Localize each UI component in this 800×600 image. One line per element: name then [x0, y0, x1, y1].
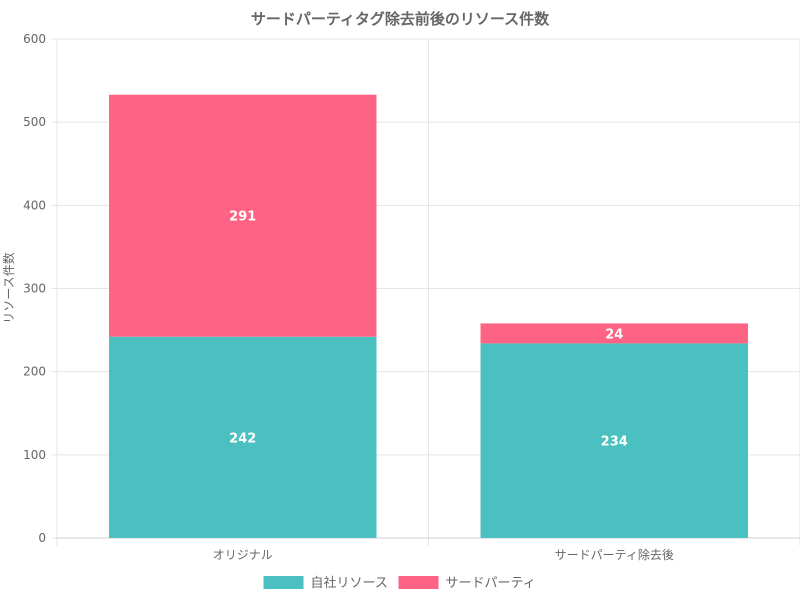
bar-segment[interactable]	[109, 336, 377, 538]
y-tick-label: 400	[23, 198, 46, 212]
y-tick-label: 600	[23, 32, 46, 46]
data-label: 242	[229, 431, 256, 446]
legend: 自社リソース サードパーティ	[263, 575, 536, 591]
y-tick-label: 0	[38, 531, 46, 545]
data-labels: 242 291 234 24	[229, 210, 628, 450]
legend-label: サードパーティ	[446, 576, 536, 591]
legend-item[interactable]: 自社リソース	[263, 575, 388, 591]
legend-label: 自社リソース	[311, 575, 388, 591]
bar-segment[interactable]	[109, 94, 377, 337]
x-tick-label: オリジナル	[213, 548, 273, 562]
bar-segment[interactable]	[480, 343, 748, 538]
y-tick-label: 500	[23, 115, 46, 129]
x-axis-ticks: オリジナル サードパーティ除去後	[213, 547, 674, 562]
chart-title: サードパーティタグ除去前後のリソース件数	[251, 10, 550, 28]
legend-swatch	[263, 576, 304, 589]
legend-swatch	[398, 576, 439, 589]
data-label: 24	[605, 327, 623, 342]
y-axis-ticks: 0 100 200 300 400 500 600	[23, 32, 46, 545]
x-tick-label: サードパーティ除去後	[555, 547, 674, 562]
data-label: 291	[229, 210, 256, 225]
y-tick-label: 100	[23, 448, 46, 462]
bar-segment[interactable]	[480, 323, 748, 344]
legend-item[interactable]: サードパーティ	[398, 576, 536, 591]
bars	[109, 94, 748, 538]
y-tick-label: 300	[23, 282, 46, 296]
data-label: 234	[601, 435, 628, 450]
y-axis-title: リソース件数	[1, 252, 16, 323]
y-tick-label: 200	[23, 365, 46, 379]
